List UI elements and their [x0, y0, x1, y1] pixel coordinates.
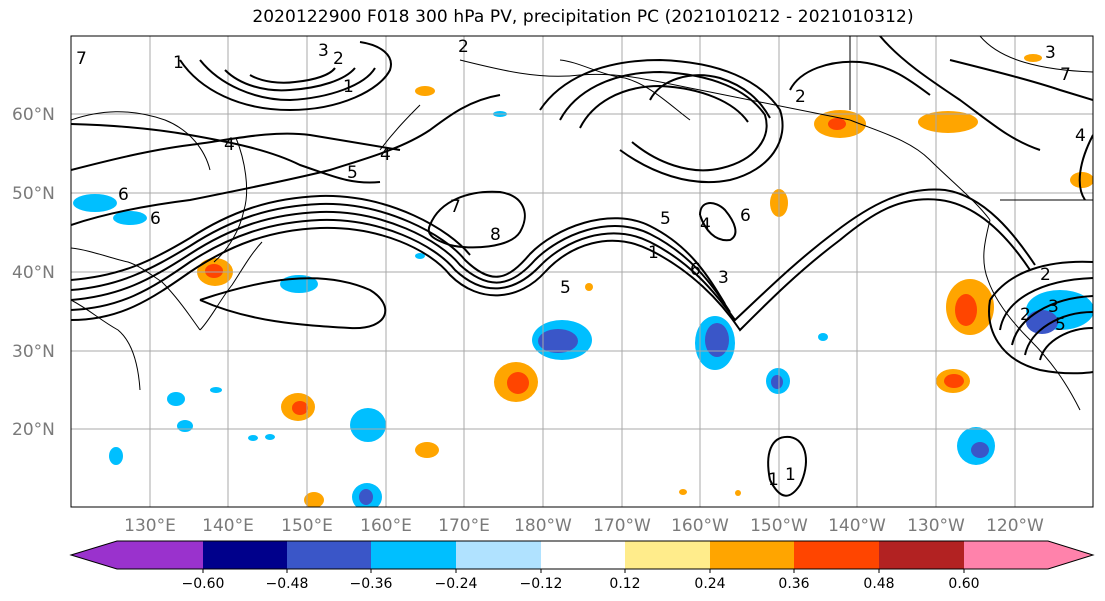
latitude-labels: 60°N 50°N 40°N 30°N 20°N	[12, 105, 55, 440]
colorbar-tick-label: 0.60	[948, 576, 979, 592]
colorbar-tick-label: 0.36	[778, 576, 809, 592]
colorbar-ticks	[202, 569, 965, 573]
contour-label: 1	[785, 465, 796, 485]
contour-label: 6	[118, 185, 129, 205]
lat-label: 60°N	[12, 105, 55, 125]
lon-label: 120°W	[986, 516, 1044, 536]
contour-label: 1	[768, 470, 779, 490]
contour-label: 2	[458, 37, 469, 57]
contour-label: 4	[1075, 126, 1086, 146]
lon-label: 150°W	[750, 516, 808, 536]
contour-label: 5	[660, 209, 671, 229]
contour-label: 6	[150, 209, 161, 229]
colorbar-segment	[879, 541, 964, 569]
colorbar-extend-min	[71, 541, 117, 569]
colorbar-segment	[710, 541, 794, 569]
positive-precip-areas	[197, 54, 1093, 507]
lat-label: 50°N	[12, 184, 55, 204]
lon-label: 170°W	[593, 516, 651, 536]
gridlines	[71, 36, 1093, 507]
lon-label: 160°W	[671, 516, 729, 536]
lon-label: 130°E	[124, 516, 176, 536]
contour-label: 2	[1040, 265, 1051, 285]
longitude-labels: 130°E 140°E 150°E 160°E 170°E 180°W 170°…	[124, 516, 1044, 536]
contour-label: 4	[380, 145, 391, 165]
contour-label: 3	[1045, 43, 1056, 63]
colorbar-tick-label: 0.24	[694, 576, 725, 592]
colorbar-tick-label: −0.24	[435, 576, 478, 592]
colorbar-segment	[625, 541, 710, 569]
contour-label: 8	[490, 225, 501, 245]
colorbar-segment	[964, 541, 1048, 569]
lat-label: 20°N	[12, 420, 55, 440]
colorbar-tick-label: 0.12	[609, 576, 640, 592]
colorbar-segment	[287, 541, 371, 569]
lon-label: 140°E	[202, 516, 254, 536]
colorbar-extend-max	[1048, 541, 1093, 569]
lon-label: 140°W	[828, 516, 886, 536]
colorbar-tick-label: −0.12	[520, 576, 563, 592]
contour-label: 4	[700, 215, 711, 235]
contour-label: 2	[333, 49, 344, 69]
lon-label: 160°E	[360, 516, 412, 536]
colorbar-outline	[69, 540, 1095, 570]
colorbar-tick-label: 0.48	[863, 576, 894, 592]
colorbar-tick-label: −0.60	[182, 576, 225, 592]
contour-label: 2	[1020, 305, 1031, 325]
colorbar-segment	[371, 541, 456, 569]
contour-label: 5	[560, 278, 571, 298]
contour-label: 4	[224, 135, 235, 155]
map-frame	[70, 35, 1094, 508]
contour-label: 7	[76, 49, 87, 69]
lon-label: 150°E	[281, 516, 333, 536]
colorbar-segment	[203, 541, 287, 569]
colorbar: −0.60 −0.48 −0.36 −0.24 −0.12 0.12 0.24 …	[69, 540, 1095, 592]
lat-label: 30°N	[12, 342, 55, 362]
contour-label: 3	[318, 41, 329, 61]
colorbar-segment	[541, 541, 625, 569]
contour-label: 5	[347, 163, 358, 183]
colorbar-segment	[117, 541, 203, 569]
contour-label: 5	[1055, 315, 1066, 335]
contour-label: 7	[450, 197, 461, 217]
contour-label: 3	[1048, 297, 1059, 317]
precip-shading	[73, 54, 1093, 507]
colorbar-tick-label: −0.36	[350, 576, 393, 592]
figure-title: 2020122900 F018 300 hPa PV, precipitatio…	[252, 7, 914, 27]
contour-label-group: 1 2 3 4 5 6 7 8 1 2 3 4 5 6 7 1 2 3 4 5 …	[76, 37, 1086, 490]
colorbar-segment	[794, 541, 879, 569]
contour-label: 1	[173, 53, 184, 73]
lon-label: 130°W	[907, 516, 965, 536]
pv-contours	[71, 36, 1093, 497]
contour-label: 6	[690, 260, 701, 280]
colorbar-segment	[456, 541, 541, 569]
contour-label: 7	[1060, 65, 1071, 85]
lon-label: 170°E	[438, 516, 490, 536]
contour-label: 2	[795, 87, 806, 107]
contour-label: 6	[740, 206, 751, 226]
colorbar-tick-label: −0.48	[266, 576, 309, 592]
contour-label: 3	[718, 268, 729, 288]
lon-label: 180°W	[514, 516, 572, 536]
negative-precip-areas	[73, 111, 1093, 507]
lat-label: 40°N	[12, 263, 55, 283]
contour-label: 1	[648, 243, 659, 263]
coastlines	[71, 36, 1093, 411]
contour-label: 1	[343, 77, 354, 97]
